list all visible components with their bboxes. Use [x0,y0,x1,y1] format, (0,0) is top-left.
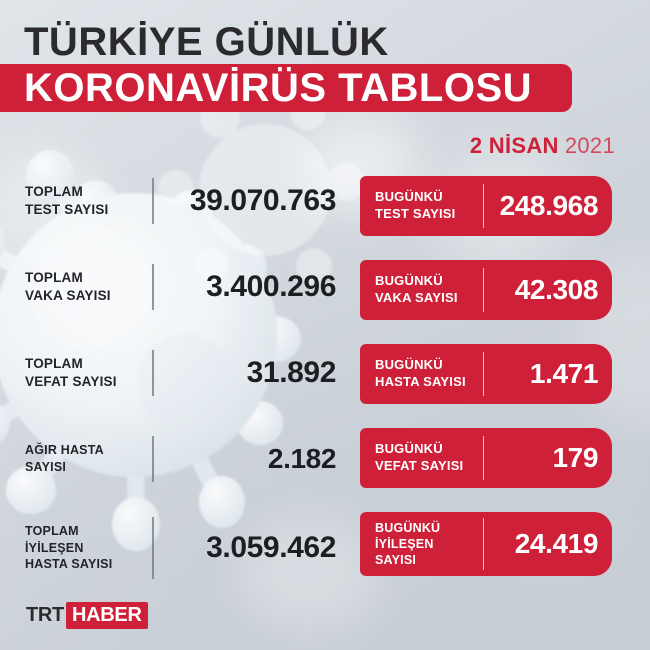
stat-value: 3.400.296 [206,270,336,303]
stat-label: TOPLAM VAKA SAYISI [25,269,145,305]
row-divider [152,178,154,224]
stat-label-line: AĞIR HASTA [25,443,104,458]
stat-value: 31.892 [246,356,337,389]
stat-label-line: VAKA SAYISI [25,288,111,303]
stat-label-line: TOPLAM [25,356,83,372]
daily-card-label-line: VEFAT SAYISI [375,458,464,473]
daily-card-label-line: BUGÜNKÜ [375,273,443,289]
daily-card-patients: BUGÜNKÜ HASTA SAYISI 1.471 [360,344,612,404]
card-divider [483,518,485,570]
daily-card-label-line: SAYISI [375,553,417,568]
row-divider [152,436,154,482]
daily-card-label-line: BUGÜNKÜ [375,520,441,535]
cumulative-stats-column: TOPLAM TEST SAYISI 39.070.763 TOPLAM VAK… [0,160,350,590]
coronavirus-illustration-icon [0,150,301,551]
report-date-day-month: 2 NİSAN [469,133,559,158]
daily-card-value: 1.471 [529,358,598,389]
stat-row-critical-patients: AĞIR HASTA SAYISI 2.182 [0,433,350,485]
daily-card-label: BUGÜNKÜ VEFAT SAYISI [375,441,477,475]
daily-card-label-line: BUGÜNKÜ [375,189,443,205]
daily-card-label-line: HASTA SAYISI [375,374,466,389]
stat-label-line: VEFAT SAYISI [25,374,117,389]
daily-card-deaths: BUGÜNKÜ VEFAT SAYISI 179 [360,428,612,488]
card-divider [483,184,485,228]
stat-label-line: İYİLEŞEN [25,540,84,555]
report-date: 2 NİSAN 2021 [470,135,615,157]
daily-card-label-line: İYİLEŞEN [375,536,434,551]
page-title-line-2: KORONAVİRÜS TABLOSU [24,66,533,110]
report-date-year: 2021 [564,133,615,158]
daily-card-value: 24.419 [514,528,599,559]
stat-label: TOPLAM VEFAT SAYISI [25,355,145,391]
daily-card-value: 248.968 [499,190,599,221]
stat-value: 2.182 [267,443,336,474]
row-divider [152,517,154,579]
daily-card-cases: BUGÜNKÜ VAKA SAYISI 42.308 [360,260,612,320]
card-divider [483,436,485,480]
trt-haber-logo: TRT HABER [26,601,148,629]
bokeh-blob [240,520,380,630]
stat-label-line: SAYISI [25,460,67,474]
stat-row-total-recovered: TOPLAM İYİLEŞEN HASTA SAYISI 3.059.462 [0,516,350,580]
stat-label-line: TOPLAM [25,524,79,539]
row-divider [152,350,154,396]
stat-label: AĞIR HASTA SAYISI [25,442,145,475]
stat-value: 3.059.462 [206,531,336,564]
daily-card-value: 179 [552,442,598,473]
daily-card-label-line: TEST SAYISI [375,206,456,221]
daily-stats-column: BUGÜNKÜ TEST SAYISI 248.968 BUGÜNKÜ VAKA… [360,160,650,590]
daily-card-label: BUGÜNKÜ VAKA SAYISI [375,273,477,307]
stat-row-total-deaths: TOPLAM VEFAT SAYISI 31.892 [0,347,350,399]
page-title-line-1: TÜRKİYE GÜNLÜK [24,20,389,64]
stat-label-line: TOPLAM [25,184,83,200]
logo-trt-text: TRT [26,604,64,626]
stat-label-line: TEST SAYISI [25,202,109,217]
page-title-banner: KORONAVİRÜS TABLOSU [0,64,572,112]
stat-label-line: HASTA SAYISI [25,557,113,572]
card-divider [483,352,485,396]
logo-haber-text: HABER [65,601,148,629]
row-divider [152,264,154,310]
stat-label: TOPLAM TEST SAYISI [25,183,145,219]
stat-label: TOPLAM İYİLEŞEN HASTA SAYISI [25,523,145,573]
stat-label-line: TOPLAM [25,270,83,286]
daily-card-value: 42.308 [514,274,599,305]
stat-row-total-tests: TOPLAM TEST SAYISI 39.070.763 [0,175,350,227]
daily-card-label: BUGÜNKÜ TEST SAYISI [375,189,477,223]
daily-card-label: BUGÜNKÜ HASTA SAYISI [375,357,477,391]
daily-card-label-line: BUGÜNKÜ [375,441,443,457]
stat-row-total-cases: TOPLAM VAKA SAYISI 3.400.296 [0,261,350,313]
daily-card-label: BUGÜNKÜ İYİLEŞEN SAYISI [375,520,477,569]
daily-card-recovered: BUGÜNKÜ İYİLEŞEN SAYISI 24.419 [360,512,612,576]
daily-card-tests: BUGÜNKÜ TEST SAYISI 248.968 [360,176,612,236]
daily-card-label-line: BUGÜNKÜ [375,357,443,373]
card-divider [483,268,485,312]
stat-value: 39.070.763 [189,184,337,217]
daily-card-label-line: VAKA SAYISI [375,290,458,305]
